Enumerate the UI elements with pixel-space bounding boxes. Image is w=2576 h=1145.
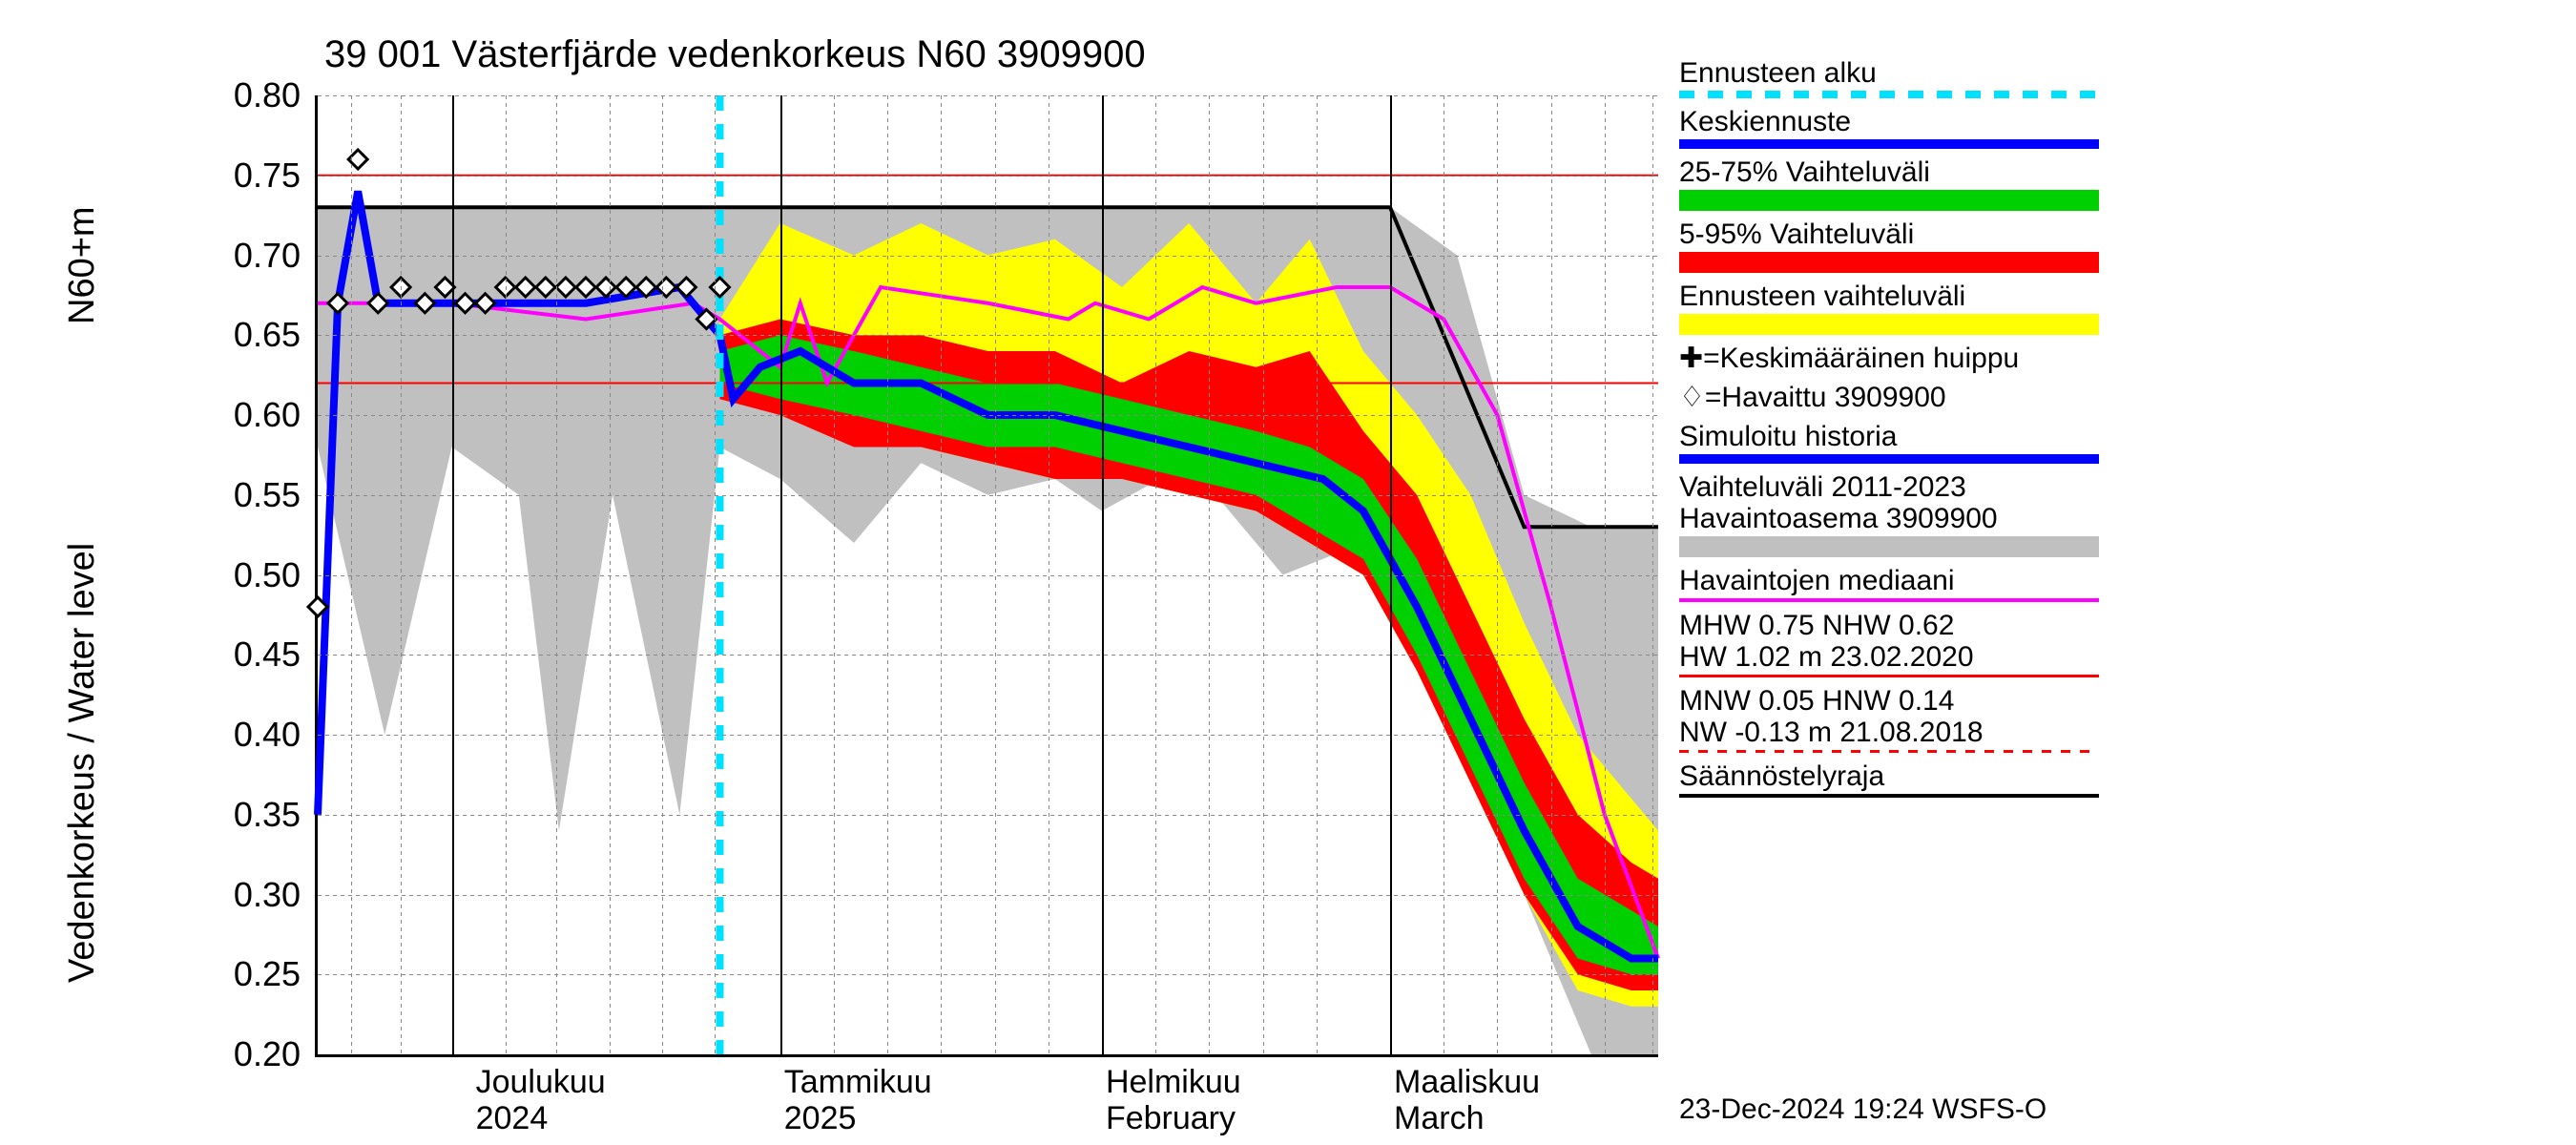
legend-item: 25-75% Vaihteluväli	[1679, 156, 2099, 211]
legend-label: ♢=Havaittu 3909900	[1679, 382, 2099, 413]
y-tick-label: 0.40	[224, 715, 301, 755]
y-tick-label: 0.35	[224, 795, 301, 835]
y-axis-label-upper: N60+m	[62, 206, 103, 324]
legend-item: Vaihteluväli 2011-2023 Havaintoasema 390…	[1679, 471, 2099, 557]
chart-container: 39 001 Västerfjärde vedenkorkeus N60 390…	[0, 0, 2576, 1145]
legend: Ennusteen alku Keskiennuste 25-75% Vaihtel…	[1679, 57, 2099, 805]
legend-item: Ennusteen vaihteluväli	[1679, 281, 2099, 335]
legend-label: Simuloitu historia	[1679, 421, 2099, 452]
legend-item: Simuloitu historia	[1679, 421, 2099, 464]
y-tick-label: 0.75	[224, 156, 301, 196]
legend-label: MNW 0.05 HNW 0.14 NW -0.13 m 21.08.2018	[1679, 685, 2099, 748]
legend-label: Keskiennuste	[1679, 106, 2099, 137]
legend-label: MHW 0.75 NHW 0.62 HW 1.02 m 23.02.2020	[1679, 610, 2099, 673]
y-tick-label: 0.30	[224, 875, 301, 915]
legend-item: Keskiennuste	[1679, 106, 2099, 149]
legend-label: Vaihteluväli 2011-2023 Havaintoasema 390…	[1679, 471, 2099, 534]
y-tick-label: 0.60	[224, 395, 301, 435]
plot-area	[315, 95, 1658, 1057]
legend-label: Ennusteen alku	[1679, 57, 2099, 89]
legend-label: Ennusteen vaihteluväli	[1679, 281, 2099, 312]
chart-title: 39 001 Västerfjärde vedenkorkeus N60 390…	[324, 33, 1146, 76]
y-tick-label: 0.50	[224, 555, 301, 595]
legend-item: ♢=Havaittu 3909900	[1679, 382, 2099, 413]
y-tick-label: 0.65	[224, 315, 301, 355]
legend-label: 5-95% Vaihteluväli	[1679, 219, 2099, 250]
footer-timestamp: 23-Dec-2024 19:24 WSFS-O	[1679, 1093, 2046, 1126]
legend-item: MNW 0.05 HNW 0.14 NW -0.13 m 21.08.2018	[1679, 685, 2099, 753]
legend-item: Säännöstelyraja	[1679, 760, 2099, 798]
y-tick-label: 0.80	[224, 75, 301, 115]
x-tick-label-sub: February	[1106, 1100, 1236, 1137]
legend-item: 5-95% Vaihteluväli	[1679, 219, 2099, 273]
x-tick-label-sub: 2025	[784, 1100, 857, 1137]
legend-item: ✚=Keskimääräinen huippu	[1679, 343, 2099, 374]
y-tick-label: 0.25	[224, 954, 301, 994]
legend-label: Havaintojen mediaani	[1679, 565, 2099, 596]
y-axis-label-lower: Vedenkorkeus / Water level	[62, 543, 103, 983]
x-tick-label-sub: 2024	[476, 1100, 549, 1137]
y-tick-label: 0.70	[224, 236, 301, 276]
legend-item: Havaintojen mediaani	[1679, 565, 2099, 602]
y-tick-label: 0.55	[224, 475, 301, 515]
x-tick-label-sub: March	[1394, 1100, 1484, 1137]
x-tick-label-month: Joulukuu	[476, 1064, 606, 1101]
y-tick-label: 0.45	[224, 635, 301, 675]
legend-label: ✚=Keskimääräinen huippu	[1679, 343, 2099, 374]
y-tick-label: 0.20	[224, 1034, 301, 1074]
x-tick-label-month: Helmikuu	[1106, 1064, 1241, 1101]
legend-label: Säännöstelyraja	[1679, 760, 2099, 792]
x-tick-label-month: Maaliskuu	[1394, 1064, 1540, 1101]
legend-label: 25-75% Vaihteluväli	[1679, 156, 2099, 188]
legend-item: MHW 0.75 NHW 0.62 HW 1.02 m 23.02.2020	[1679, 610, 2099, 677]
legend-item: Ennusteen alku	[1679, 57, 2099, 98]
x-tick-label-month: Tammikuu	[784, 1064, 932, 1101]
